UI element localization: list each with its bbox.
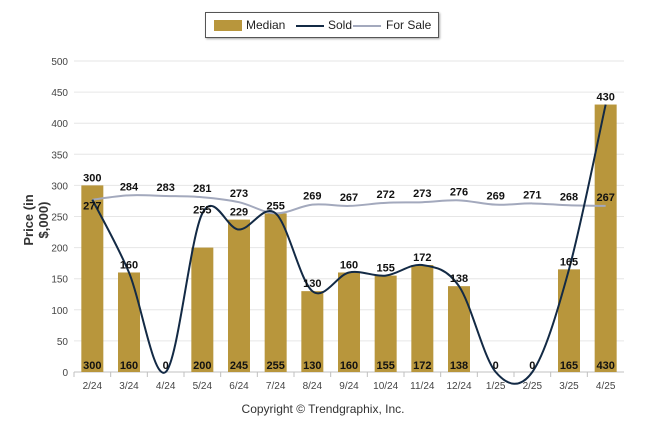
x-tick-label: 3/25 [559,381,579,392]
copyright-text: Copyright © Trendgraphix, Inc. [241,402,405,416]
bottom-value-label: 0 [163,360,169,372]
x-tick-label: 5/24 [193,381,213,392]
median-value-label: 300 [83,172,101,184]
bar [264,213,287,372]
bottom-value-label: 255 [266,360,284,372]
bar [558,269,580,372]
x-tick-label: 8/24 [303,381,323,392]
for-sale-value-label: 273 [413,188,431,200]
median-value-label: 160 [340,259,358,271]
median-value-label: 138 [450,273,468,285]
for-sale-value-label: 276 [450,186,468,198]
y-tick-label: 300 [51,181,68,192]
bar [448,286,470,372]
bottom-value-label: 172 [413,360,431,372]
legend-label-for-sale: For Sale [386,18,432,32]
x-tick-label: 10/24 [373,381,398,392]
x-tick-label: 9/24 [339,381,359,392]
sold-line [91,104,607,385]
bottom-value-label: 165 [560,360,578,372]
bar [191,247,214,372]
median-value-label: 130 [303,278,321,290]
for-sale-value-label: 268 [560,191,578,203]
for-sale-value-label: 267 [340,192,358,204]
median-value-label: 165 [560,256,578,268]
bar [338,272,360,372]
for-sale-value-label: 283 [156,182,174,194]
bottom-value-label: 0 [493,360,499,372]
bottom-value-label: 130 [303,360,321,372]
bottom-value-label: 430 [596,360,614,372]
for-sale-value-label: 281 [193,183,211,195]
bar [118,272,140,372]
y-axis-label: Price (in $,000) [21,194,51,246]
bar [594,104,617,372]
y-tick-label: 0 [62,368,68,379]
sold-value-label: 277 [83,201,101,213]
x-tick-label: 6/24 [229,381,249,392]
x-tick-label: 7/24 [266,381,286,392]
y-tick-label: 500 [51,57,68,68]
bar [411,265,434,372]
x-tick-label: 4/25 [596,381,616,392]
for-sale-value-label: 271 [523,189,541,201]
for-sale-line [92,194,606,215]
for-sale-value-label: 269 [486,191,504,203]
sold-value-label: 255 [193,204,211,216]
y-tick-label: 150 [51,275,68,286]
for-sale-value-label: 272 [376,189,394,201]
bar [374,275,397,372]
x-tick-label: 4/24 [156,381,176,392]
for-sale-value-label: 267 [596,192,614,204]
bar [301,291,324,372]
bottom-value-label: 160 [120,360,138,372]
bottom-value-label: 155 [376,360,394,372]
legend-swatch-sold [296,25,324,27]
x-tick-label: 2/24 [83,381,103,392]
bottom-value-label: 138 [450,360,468,372]
x-tick-label: 11/24 [410,381,435,392]
legend-label-median: Median [246,18,286,32]
x-tick-label: 1/25 [486,381,506,392]
y-tick-label: 100 [51,306,68,317]
legend-swatch-median [214,20,242,31]
y-tick-label: 200 [51,244,68,255]
y-tick-label: 350 [51,150,68,161]
for-sale-value-label: 269 [303,191,321,203]
x-tick-label: 12/24 [446,381,471,392]
legend: Median Sold For Sale [205,12,439,38]
median-value-label: 155 [376,263,394,275]
legend-swatch-for-sale [353,25,381,27]
y-tick-label: 250 [51,213,68,224]
y-tick-label: 50 [57,337,69,348]
median-value-label: 430 [596,92,614,104]
median-value-label: 172 [413,252,431,264]
median-value-label: 160 [120,259,138,271]
bar [81,185,104,372]
median-value-label: 229 [230,207,248,219]
bottom-value-label: 200 [193,360,211,372]
bottom-value-label: 0 [529,360,535,372]
x-tick-label: 2/25 [523,381,543,392]
bottom-value-label: 245 [230,360,248,372]
for-sale-value-label: 284 [120,181,139,193]
x-tick-label: 3/24 [119,381,139,392]
bottom-value-label: 300 [83,360,101,372]
for-sale-value-label: 273 [230,188,248,200]
legend-label-sold: Sold [328,18,353,32]
median-value-label: 255 [266,200,284,212]
bottom-value-label: 160 [340,360,358,372]
bar [228,219,250,372]
y-tick-label: 400 [51,119,68,130]
y-tick-label: 450 [51,88,68,99]
